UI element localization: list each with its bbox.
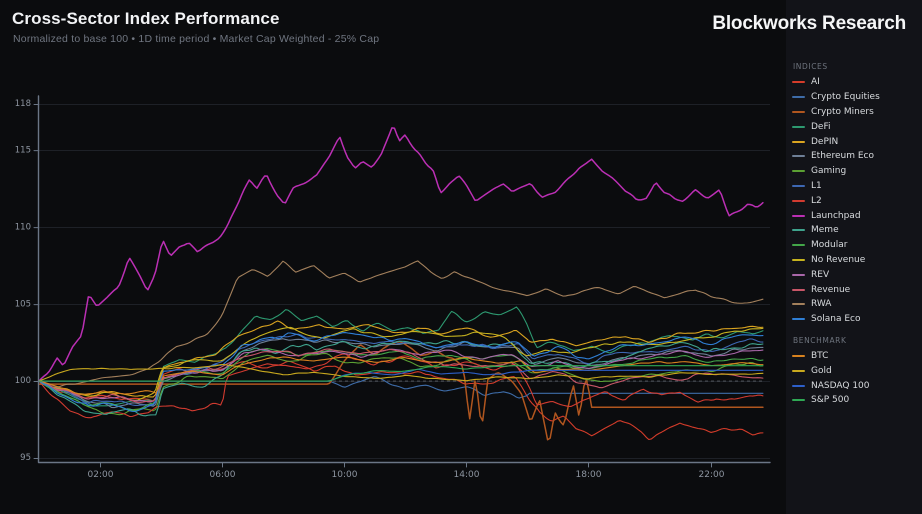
brand-logo-text: Blockworks Research [712,13,906,34]
series-color-dash [792,369,805,372]
series-color-dash [792,214,805,217]
legend-panel: INDICES AI Crypto Equities Crypto Miners De… [792,62,918,408]
legend-column-background [786,0,922,514]
legend-benchmark-list: BTC Gold NASDAQ 100 S&P 500 [792,349,918,408]
series-color-dash [792,318,805,321]
series-color-dash [792,170,805,173]
legend-item-no-revenue[interactable]: No Revenue [792,253,918,268]
series-color-dash [792,110,805,113]
series-color-dash [792,303,805,306]
legend-item-rev[interactable]: REV [792,267,918,282]
series-color-dash [792,244,805,247]
series-label: NASDAQ 100 [811,380,870,391]
series-label: Solana Eco [811,314,861,325]
legend-benchmark-header: BENCHMARK [793,335,847,345]
series-color-dash [792,384,805,387]
series-color-dash [792,354,805,357]
series-color-dash [792,258,805,261]
legend-item-nasdaq-100[interactable]: NASDAQ 100 [792,378,918,393]
series-label: S&P 500 [811,395,850,406]
series-color-dash [792,399,805,402]
legend-item-crypto-miners[interactable]: Crypto Miners [792,105,918,120]
legend-item-ai[interactable]: AI [792,75,918,90]
series-color-dash [792,155,805,158]
series-label: Modular [811,240,848,251]
legend-item-meme[interactable]: Meme [792,223,918,238]
series-label: Gaming [811,166,847,177]
legend-item-rwa[interactable]: RWA [792,297,918,312]
legend-item-modular[interactable]: Modular [792,238,918,253]
legend-item-l1[interactable]: L1 [792,179,918,194]
series-color-dash [792,229,805,232]
series-label: L1 [811,180,822,191]
series-color-dash [792,184,805,187]
legend-item-launchpad[interactable]: Launchpad [792,208,918,223]
series-label: BTC [811,350,829,361]
legend-item-btc[interactable]: BTC [792,349,918,364]
legend-item-gold[interactable]: Gold [792,363,918,378]
series-label: Crypto Equities [811,92,880,103]
series-label: AI [811,77,820,88]
performance-line-chart[interactable] [0,60,780,484]
page-subtitle: Normalized to base 100 • 1D time period … [13,33,380,45]
legend-item-defi[interactable]: DeFi [792,119,918,134]
legend-item-l2[interactable]: L2 [792,193,918,208]
legend-item-depin[interactable]: DePIN [792,134,918,149]
series-label: L2 [811,195,822,206]
legend-item-s-p-500[interactable]: S&P 500 [792,393,918,408]
legend-indices-list: AI Crypto Equities Crypto Miners DeFi DePIN E… [792,75,918,327]
series-label: Revenue [811,284,851,295]
series-color-dash [792,96,805,99]
series-label: Gold [811,365,832,376]
series-label: Meme [811,225,839,236]
series-color-dash [792,288,805,291]
legend-item-solana-eco[interactable]: Solana Eco [792,312,918,327]
series-label: Ethereum Eco [811,151,874,162]
legend-item-ethereum-eco[interactable]: Ethereum Eco [792,149,918,164]
series-color-dash [792,273,805,276]
series-label: DePIN [811,136,839,147]
page-title: Cross-Sector Index Performance [12,9,280,28]
series-label: No Revenue [811,254,866,265]
legend-item-gaming[interactable]: Gaming [792,164,918,179]
series-label: RWA [811,299,832,310]
legend-indices-header: INDICES [793,62,828,71]
series-label: DeFi [811,121,831,132]
series-color-dash [792,199,805,202]
series-label: Launchpad [811,210,861,221]
series-label: REV [811,269,830,280]
series-label: Crypto Miners [811,106,874,117]
legend-item-revenue[interactable]: Revenue [792,282,918,297]
legend-item-crypto-equities[interactable]: Crypto Equities [792,90,918,105]
series-color-dash [792,140,805,143]
series-color-dash [792,81,805,84]
series-color-dash [792,125,805,128]
